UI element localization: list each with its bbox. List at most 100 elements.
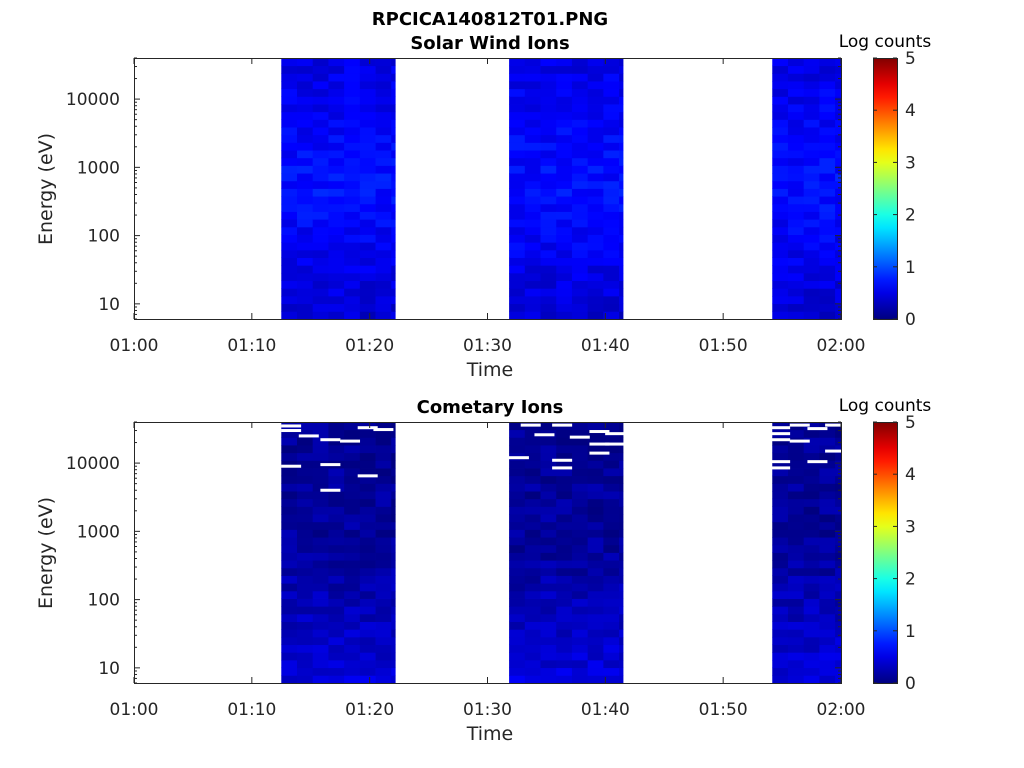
heatmap-cell xyxy=(571,667,589,676)
heatmap-cell xyxy=(571,475,589,484)
heatmap-cell xyxy=(787,58,805,67)
heatmap-cell xyxy=(297,552,314,561)
heatmap-cell xyxy=(391,521,396,530)
heatmap-cell xyxy=(524,437,541,446)
heatmap-cell xyxy=(297,311,314,319)
heatmap-cell xyxy=(787,521,805,530)
heatmap-cell xyxy=(281,560,298,569)
saturated-cell xyxy=(605,442,626,446)
heatmap-cell xyxy=(835,583,841,592)
y-tick-label: 10 xyxy=(98,659,120,679)
heatmap-cell xyxy=(391,621,396,630)
heatmap-cell xyxy=(787,567,805,576)
heatmap-cell xyxy=(787,219,805,228)
heatmap-cell xyxy=(540,575,557,584)
heatmap-cell xyxy=(803,437,820,446)
heatmap-cell xyxy=(391,514,396,523)
heatmap-cell xyxy=(328,621,345,630)
heatmap-cell xyxy=(359,560,376,569)
heatmap-cell xyxy=(587,521,604,530)
heatmap-cell xyxy=(587,88,604,97)
heatmap-cell xyxy=(391,636,396,646)
heatmap-cell xyxy=(803,265,820,274)
heatmap-cell xyxy=(819,506,836,515)
heatmap-cell xyxy=(571,560,589,569)
heatmap-cell xyxy=(787,96,805,105)
heatmap-cell xyxy=(344,429,361,438)
saturated-cell xyxy=(281,424,302,428)
heatmap-cell xyxy=(619,142,624,151)
heatmap-cell xyxy=(540,157,557,166)
heatmap-cell xyxy=(281,111,298,120)
heatmap-cell xyxy=(556,567,573,576)
x-tick-label: 01:50 xyxy=(699,336,748,356)
heatmap-cell xyxy=(297,529,314,538)
heatmap-cell xyxy=(803,188,820,197)
colorbar-tick-label: 1 xyxy=(905,622,916,642)
heatmap-cell xyxy=(375,621,392,630)
heatmap-cell xyxy=(524,196,541,205)
heatmap-cell xyxy=(281,659,298,669)
heatmap-cell xyxy=(509,429,526,438)
heatmap-cell xyxy=(312,583,329,592)
heatmap-cell xyxy=(619,211,624,220)
heatmap-cell xyxy=(772,468,789,477)
heatmap-cell xyxy=(509,111,526,120)
heatmap-cell xyxy=(835,560,841,569)
heatmap-cell xyxy=(524,265,541,274)
heatmap-cell xyxy=(556,552,573,561)
heatmap-cell xyxy=(509,529,526,538)
heatmap-cell xyxy=(787,134,805,143)
heatmap-cell xyxy=(328,521,345,530)
heatmap-cell xyxy=(587,134,604,143)
heatmap-cell xyxy=(619,468,624,477)
heatmap-cell xyxy=(391,475,396,484)
heatmap-cell xyxy=(772,452,789,461)
heatmap-cell xyxy=(603,73,620,82)
heatmap-cell xyxy=(359,514,376,523)
heatmap-cell xyxy=(524,73,541,82)
heatmap-cell xyxy=(509,544,526,553)
heatmap-cell xyxy=(375,437,392,446)
heatmap-cell xyxy=(772,180,789,189)
heatmap-cell xyxy=(375,249,392,258)
heatmap-cell xyxy=(619,636,624,646)
heatmap-cell xyxy=(281,58,298,67)
heatmap-cell xyxy=(619,590,624,599)
heatmap-cell xyxy=(281,506,298,515)
heatmap-cell xyxy=(787,142,805,151)
heatmap-cell xyxy=(603,537,620,546)
heatmap-cell xyxy=(835,514,841,523)
heatmap-cell xyxy=(835,644,841,653)
heatmap-cell xyxy=(344,675,361,683)
heatmap-cell xyxy=(509,234,526,243)
heatmap-cell xyxy=(835,134,841,143)
heatmap-cell xyxy=(540,675,557,683)
heatmap-cell xyxy=(571,422,589,431)
saturated-cell xyxy=(770,466,791,470)
heatmap-cell xyxy=(803,460,820,469)
colorbar-tick-label: 3 xyxy=(905,517,916,537)
heatmap-cell xyxy=(524,180,541,189)
heatmap-cell xyxy=(359,288,376,297)
heatmap-cell xyxy=(281,265,298,274)
heatmap-cell xyxy=(359,429,376,438)
heatmap-cell xyxy=(619,242,624,251)
heatmap-cell xyxy=(344,498,361,507)
heatmap-cell xyxy=(375,529,392,538)
heatmap-cell xyxy=(619,552,624,561)
heatmap-cell xyxy=(556,468,573,477)
heatmap-cell xyxy=(281,629,298,638)
heatmap-cell xyxy=(391,667,396,676)
heatmap-cell xyxy=(556,104,573,113)
heatmap-cell xyxy=(603,150,620,159)
heatmap-cell xyxy=(803,544,820,553)
saturated-cell xyxy=(770,432,791,436)
heatmap-cell xyxy=(344,127,361,136)
heatmap-cell xyxy=(819,211,836,220)
heatmap-cell xyxy=(375,288,392,297)
heatmap-cell xyxy=(281,150,298,159)
heatmap-cell xyxy=(524,675,541,683)
heatmap-cell xyxy=(312,249,329,258)
colorbar-tick-label: 0 xyxy=(905,674,916,694)
